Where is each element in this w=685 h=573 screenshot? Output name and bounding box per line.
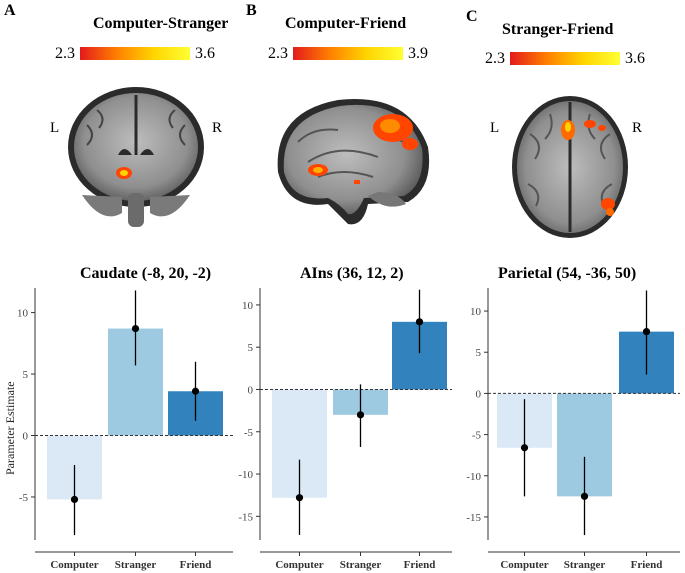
category-label: Friend	[404, 559, 436, 571]
y-tick-label: -15	[466, 512, 481, 524]
y-tick-label: 5	[248, 342, 254, 354]
color-scale-bar-a	[80, 47, 190, 60]
right-hemisphere-label-a: R	[212, 120, 223, 136]
axial-brain-slice	[512, 96, 628, 238]
mean-point	[580, 492, 589, 500]
color-scale-bar-b	[293, 47, 403, 60]
scale-min-a: 2.3	[55, 45, 75, 62]
mean-point	[70, 495, 79, 504]
roi-title-a: Caudate (-8, 20, -2)	[80, 265, 212, 282]
panel-letter-c: C	[466, 8, 478, 25]
contrast-title-a: Computer-Stranger	[93, 15, 229, 32]
mean-point	[642, 328, 651, 336]
y-tick-label: -15	[238, 511, 253, 523]
panel-letter-b: B	[246, 2, 257, 19]
mean-point	[356, 411, 365, 419]
y-tick-label: -10	[238, 469, 253, 481]
y-tick-label: 10	[242, 300, 254, 312]
y-tick-label: 5	[23, 369, 29, 381]
category-label: Friend	[180, 559, 212, 571]
y-tick-label: 0	[23, 431, 29, 443]
left-hemisphere-label-c: L	[490, 120, 500, 136]
contrast-title-c: Stranger-Friend	[502, 21, 614, 38]
scale-min-c: 2.3	[485, 50, 505, 67]
mean-point	[191, 387, 200, 395]
category-label: Computer	[500, 559, 548, 571]
contrast-title-b: Computer-Friend	[285, 15, 407, 32]
coronal-brain-slice	[68, 87, 204, 227]
scale-max-b: 3.9	[408, 45, 428, 62]
mean-point	[131, 324, 140, 333]
y-tick-label: -5	[472, 430, 482, 442]
scale-max-a: 3.6	[195, 45, 215, 62]
category-label: Stranger	[115, 559, 157, 571]
y-tick-label: -10	[466, 471, 481, 483]
right-hemisphere-label-c: R	[632, 120, 643, 136]
y-tick-label: 0	[248, 384, 254, 396]
mean-point	[520, 444, 529, 452]
category-label: Stranger	[564, 559, 606, 571]
category-label: Friend	[631, 559, 663, 571]
y-tick-label: 10	[470, 306, 482, 318]
scale-max-c: 3.6	[625, 50, 645, 67]
panel-letter-a: A	[4, 2, 16, 19]
y-tick-label: 10	[17, 308, 29, 320]
roi-title-b: AIns (36, 12, 2)	[300, 265, 404, 282]
scale-min-b: 2.3	[268, 45, 288, 62]
category-label: Stranger	[340, 559, 382, 571]
roi-title-c: Parietal (54, -36, 50)	[498, 265, 637, 282]
color-scale-bar-c	[510, 52, 620, 65]
y-tick-label: 5	[476, 347, 482, 359]
sagittal-brain-slice	[277, 98, 430, 225]
category-label: Computer	[275, 559, 323, 571]
mean-point	[295, 494, 304, 502]
y-tick-label: -5	[19, 492, 29, 504]
category-label: Computer	[50, 559, 98, 571]
left-hemisphere-label-a: L	[50, 120, 60, 136]
mean-point	[415, 318, 424, 326]
y-tick-label: 0	[476, 388, 482, 400]
y-tick-label: -5	[244, 427, 254, 439]
